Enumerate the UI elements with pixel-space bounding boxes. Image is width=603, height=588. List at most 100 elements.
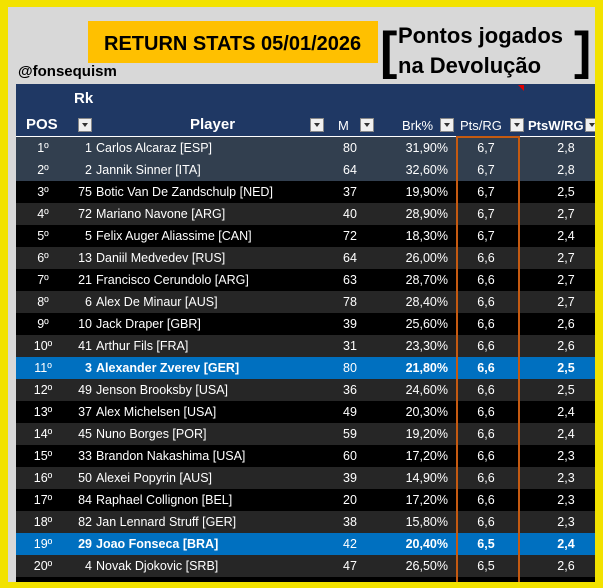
header-row-columns: POS Player M Brk% Pts/RG PtsW/RG xyxy=(16,114,595,137)
cell-brk: 18,30% xyxy=(405,229,448,243)
cell-m: 36 xyxy=(343,383,357,397)
cell-rk: 41 xyxy=(78,339,92,353)
table-row[interactable]: 16º 50 Alexei Popyrin [AUS] 39 14,90% 6,6 2,3 xyxy=(16,467,595,489)
table-row[interactable]: 7º 21 Francisco Cerundolo [ARG] 63 28,70% 6,6… xyxy=(16,269,595,291)
table-row[interactable]: 10º 41 Arthur Fils [FRA] 31 23,30% 6,6 2,6 xyxy=(16,335,595,357)
table-row[interactable]: 4º 72 Mariano Navone [ARG] 40 28,90% 6,7 2,7 xyxy=(16,203,595,225)
cell-brk: 17,20% xyxy=(405,449,448,463)
cell-pos: 10º xyxy=(33,339,53,353)
cell-player: Mariano Navone [ARG] xyxy=(96,207,226,221)
cell-pts: 6,5 xyxy=(477,559,495,573)
cell-ptsw: 2,4 xyxy=(557,229,575,243)
cell-ptsw: 2,6 xyxy=(557,339,575,353)
cell-player: Joao Fonseca [BRA] xyxy=(96,537,219,551)
cell-m: 38 xyxy=(343,515,357,529)
table-row[interactable]: 6º 13 Daniil Medvedev [RUS] 64 26,00% 6,6 2,7 xyxy=(16,247,595,269)
cell-pts: 6,7 xyxy=(477,207,495,221)
cell-player: Jan Lennard Struff [GER] xyxy=(96,515,237,529)
cell-ptsw: 2,5 xyxy=(557,383,575,397)
cell-m: 49 xyxy=(343,405,357,419)
cell-brk: 17,20% xyxy=(405,493,448,507)
table-row[interactable]: 11º 3 Alexander Zverev [GER] 80 21,80% 6,6 2,5 xyxy=(16,357,595,379)
caption: Pontos jogados na Devolução xyxy=(398,21,563,81)
cell-player: Francisco Cerundolo [ARG] xyxy=(96,273,249,287)
cell-brk: 24,60% xyxy=(405,383,448,397)
table-row[interactable]: 19º 29 Joao Fonseca [BRA] 42 20,40% 6,5 2,4 xyxy=(16,533,595,555)
cell-player: Brandon Nakashima [USA] xyxy=(96,449,246,463)
cell-player: Alexei Popyrin [AUS] xyxy=(96,471,213,485)
cell-pos: 15º xyxy=(33,449,53,463)
cell-m: 72 xyxy=(343,229,357,243)
cell-pts: 6,6 xyxy=(477,273,495,287)
filter-dropdown-brk[interactable] xyxy=(440,118,454,132)
table-row[interactable]: 2º 2 Jannik Sinner [ITA] 64 32,60% 6,7 2,8 xyxy=(16,159,595,181)
table-row[interactable]: 3º 75 Botic Van De Zandschulp [NED] 37 19,90… xyxy=(16,181,595,203)
column-header-player: Player xyxy=(190,116,236,133)
table-row[interactable]: 20º 4 Novak Djokovic [SRB] 47 26,50% 6,5 2,6 xyxy=(16,555,595,577)
bracket-open: [ xyxy=(380,22,398,80)
table-row[interactable]: 15º 33 Brandon Nakashima [USA] 60 17,20% 6,6 2… xyxy=(16,445,595,467)
cell-brk: 28,90% xyxy=(405,207,448,221)
table-row[interactable]: 18º 82 Jan Lennard Struff [GER] 38 15,80% 6,6… xyxy=(16,511,595,533)
cell-m: 42 xyxy=(343,537,357,551)
cell-pts: 6,6 xyxy=(477,515,495,529)
page-title: RETURN STATS 05/01/2026 xyxy=(104,33,362,55)
cell-pts: 6,6 xyxy=(477,383,495,397)
cell-brk: 28,40% xyxy=(405,295,448,309)
cell-rk: 13 xyxy=(78,251,92,265)
cell-brk: 32,60% xyxy=(405,163,448,177)
table-row[interactable]: 9º 10 Jack Draper [GBR] 39 25,60% 6,6 2,6 xyxy=(16,313,595,335)
cell-brk: 21,80% xyxy=(405,361,448,375)
table-row[interactable]: 8º 6 Alex De Minaur [AUS] 78 28,40% 6,6 2,7 xyxy=(16,291,595,313)
cell-player: Daniil Medvedev [RUS] xyxy=(96,251,226,265)
cell-m: 60 xyxy=(343,449,357,463)
cell-brk: 19,90% xyxy=(405,185,448,199)
cell-brk: 31,90% xyxy=(405,141,448,155)
cell-player: Alex Michelsen [USA] xyxy=(96,405,217,419)
filter-dropdown-m[interactable] xyxy=(360,118,374,132)
cell-pts: 6,6 xyxy=(477,317,495,331)
filter-dropdown-ptsw[interactable] xyxy=(585,118,595,132)
cell-rk: 72 xyxy=(78,207,92,221)
column-header-m: M xyxy=(338,118,349,133)
cell-pos: 6º xyxy=(37,251,49,265)
cell-brk: 26,00% xyxy=(405,251,448,265)
cell-rk: 6 xyxy=(85,295,92,309)
cell-ptsw: 2,3 xyxy=(557,471,575,485)
filter-dropdown-rk[interactable] xyxy=(78,118,92,132)
cell-rk: 21 xyxy=(78,273,92,287)
cell-player: Novak Djokovic [SRB] xyxy=(96,559,219,573)
table-row[interactable]: 1º 1 Carlos Alcaraz [ESP] 80 31,90% 6,7 2,8 xyxy=(16,137,595,159)
cell-pts: 6,7 xyxy=(477,163,495,177)
cell-brk: 19,20% xyxy=(405,427,448,441)
cell-pos: 7º xyxy=(37,273,49,287)
table-row[interactable]: 5º 5 Felix Auger Aliassime [CAN] 72 18,30% 6,… xyxy=(16,225,595,247)
filter-dropdown-player[interactable] xyxy=(310,118,324,132)
cell-rk: 3 xyxy=(85,361,92,375)
title-box xyxy=(88,21,378,63)
table-row[interactable]: 17º 84 Raphael Collignon [BEL] 20 17,20% 6,6 2… xyxy=(16,489,595,511)
cell-rk: 75 xyxy=(78,185,92,199)
caption-line1: Pontos jogados xyxy=(398,23,563,48)
cell-rk: 10 xyxy=(78,317,92,331)
cell-ptsw: 2,3 xyxy=(557,515,575,529)
cell-brk: 14,90% xyxy=(405,471,448,485)
table-row[interactable]: 14º 45 Nuno Borges [POR] 59 19,20% 6,6 2,4 xyxy=(16,423,595,445)
sort-filter-pts[interactable] xyxy=(510,118,524,132)
cell-rk: 37 xyxy=(78,405,92,419)
cell-rk: 49 xyxy=(78,383,92,397)
cell-rk: 45 xyxy=(78,427,92,441)
column-header-ptsw: PtsW/RG xyxy=(528,118,584,133)
cell-pts: 6,6 xyxy=(477,339,495,353)
cell-rk: 33 xyxy=(78,449,92,463)
cell-pos: 3º xyxy=(37,185,49,199)
cell-pts: 6,6 xyxy=(477,405,495,419)
cell-pos: 2º xyxy=(37,163,49,177)
cell-m: 59 xyxy=(343,427,357,441)
table-row[interactable]: 12º 49 Jenson Brooksby [USA] 36 24,60% 6,6 2,5 xyxy=(16,379,595,401)
cell-pos: 16º xyxy=(33,471,53,485)
cell-pts: 6,5 xyxy=(477,537,495,551)
table-row[interactable]: 13º 37 Alex Michelsen [USA] 49 20,30% 6,6 2,4 xyxy=(16,401,595,423)
cell-m: 37 xyxy=(343,185,357,199)
cell-pos: 1º xyxy=(37,141,49,155)
